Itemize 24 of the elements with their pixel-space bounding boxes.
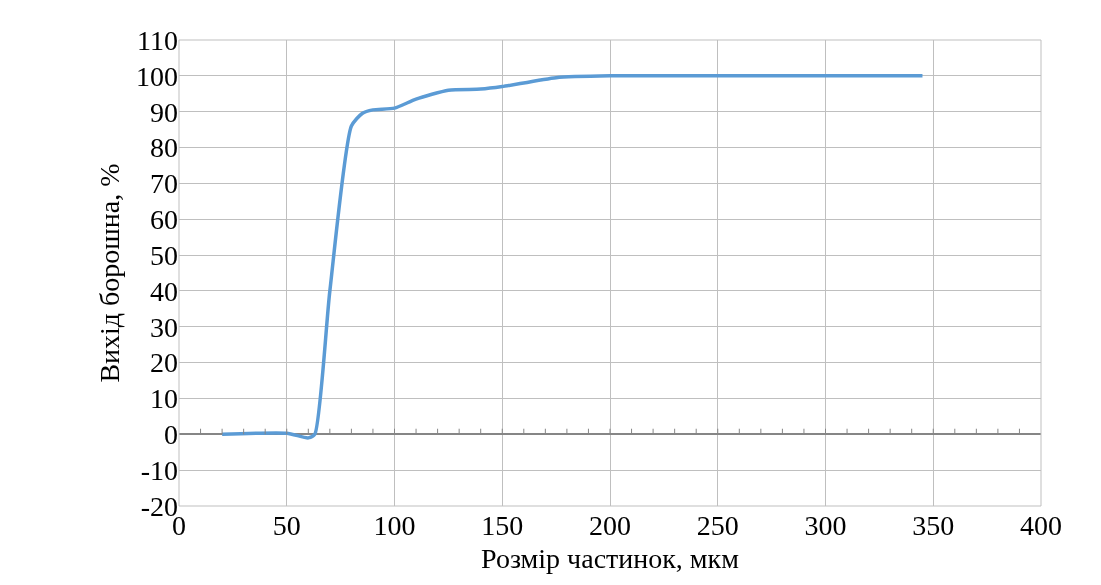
y-tick-label: 100 xyxy=(136,60,178,92)
x-tick-label: 400 xyxy=(1020,510,1062,541)
y-axis-title: Вихід борошна, % xyxy=(93,163,125,383)
x-tick-label: 100 xyxy=(373,510,416,541)
y-tick-label: 110 xyxy=(137,24,178,56)
y-tick-label: 60 xyxy=(150,204,178,236)
line-series xyxy=(220,73,925,440)
x-tick-label: 200 xyxy=(589,510,631,541)
y-tick-label: 10 xyxy=(150,383,178,415)
x-tick-label: 250 xyxy=(696,510,739,541)
x-axis-title: Розмір частинок, мкм xyxy=(481,543,740,575)
y-tick-label: 20 xyxy=(150,347,178,379)
x-tick-label: 150 xyxy=(481,510,524,541)
y-tick-label: 30 xyxy=(150,311,178,343)
y-tick-label: -10 xyxy=(140,454,178,486)
x-tick-label: 300 xyxy=(804,510,847,541)
y-tick-label: 50 xyxy=(150,239,178,271)
x-tick-label: 50 xyxy=(272,510,301,541)
y-tick-label: 80 xyxy=(150,132,178,164)
y-tick-label: 0 xyxy=(164,419,178,451)
y-tick-label: 70 xyxy=(150,168,178,200)
x-tick-label: 350 xyxy=(912,510,955,541)
y-tick-label: 90 xyxy=(150,96,178,128)
y-tick-label: 40 xyxy=(150,275,178,307)
